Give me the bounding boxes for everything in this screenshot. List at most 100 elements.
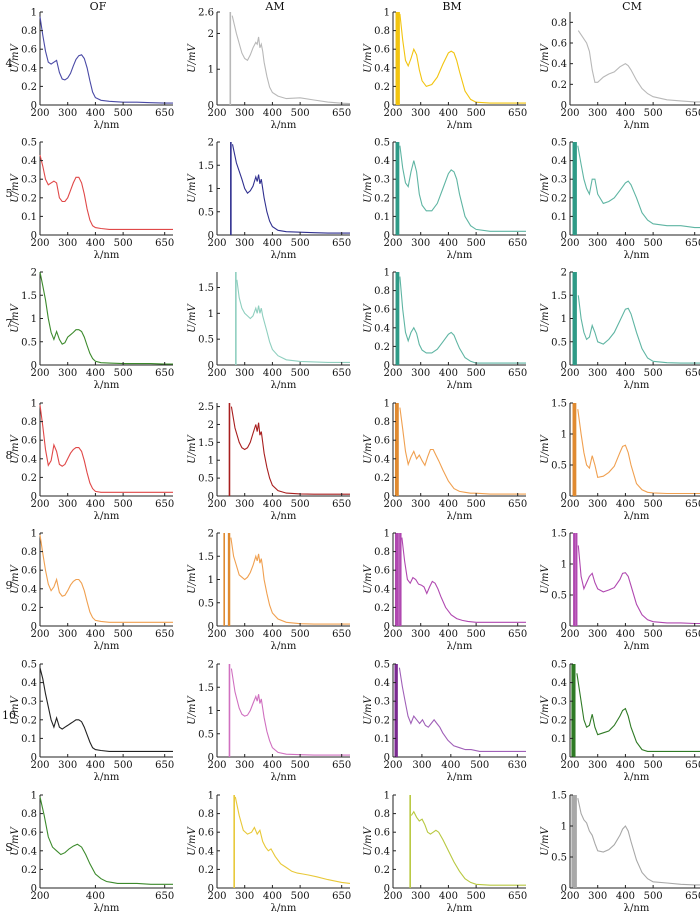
x-tick-label: 300 — [411, 108, 430, 119]
y-tick-label: 0.3 — [21, 697, 37, 708]
spectrum-line — [39, 271, 173, 365]
y-tick-label: 0.4 — [374, 846, 390, 857]
x-tick-label: 200 — [30, 108, 49, 119]
x-tick-label: 500 — [644, 891, 663, 902]
spectrum-line — [399, 407, 526, 495]
y-tick-label: 0.4 — [374, 454, 390, 465]
x-axis-label: λ/nm — [271, 380, 297, 391]
x-tick-label: 300 — [58, 368, 77, 379]
y-axis-label: U/mV — [540, 172, 551, 202]
row-label-5: 5 — [6, 187, 13, 200]
x-tick-label: 300 — [588, 499, 607, 510]
y-tick-label: 0 — [561, 101, 567, 112]
y-tick-label: 0.5 — [21, 138, 37, 149]
x-tick-label: 300 — [411, 629, 430, 640]
panel-5-of: 200 300 400 500 650 0 0.1 0.2 0.3 0.4 0.5 U/mV λ/nm — [10, 138, 174, 262]
y-tick-label: 0.8 — [374, 417, 390, 428]
x-tick-label: 650 — [508, 629, 527, 640]
x-axis-label: λ/nm — [624, 903, 650, 913]
panel-9-cm: 200 300 400 500 650 0 0.5 1 1.5 U/mV λ/nm — [540, 529, 700, 652]
panel-7-am: 200 300 400 500 650 0 0.5 1 1.5U/mV λ/nm — [187, 272, 351, 391]
x-tick-label: 300 — [58, 238, 77, 249]
x-tick-label: 300 — [58, 499, 77, 510]
x-tick-label: 650 — [155, 108, 174, 119]
x-tick-label: 650 — [685, 499, 700, 510]
y-tick-label: 1 — [208, 456, 214, 467]
y-tick-label: 1 — [561, 430, 567, 441]
panel-9-bm: 200 300 400 500 650 0 0.2 0.4 0.6 0.8 1 U/mV λ/nm — [363, 529, 527, 653]
x-tick-label: 650 — [155, 760, 174, 771]
y-tick-label: 0.2 — [374, 865, 390, 876]
y-tick-label: 0.4 — [21, 454, 37, 465]
x-tick-label: 500 — [114, 760, 133, 771]
y-tick-label: 0.6 — [374, 566, 390, 577]
x-tick-label: 300 — [588, 368, 607, 379]
x-tick-label: 500 — [467, 108, 486, 119]
x-tick-label: 400 — [439, 891, 458, 902]
panel-5-bm: 200 300 400 500 650 0 0.1 0.2 0.3 0.4 0.5 U/mV λ/nm — [363, 138, 527, 262]
x-tick-label: 300 — [588, 760, 607, 771]
y-tick-label: 0.3 — [374, 175, 390, 186]
x-tick-label: 500 — [291, 108, 310, 119]
y-tick-label: 0 — [561, 231, 567, 242]
y-tick-label: 2 — [208, 29, 214, 40]
panel-10-bm: 200 300 400 500 630 0 0.1 0.2 0.3 0.4 0.5 U/mV λ/nm — [363, 660, 527, 784]
x-tick-label: 650 — [685, 629, 700, 640]
panel-s-bm: 200 300 400 500 650 0 0.2 0.4 0.6 0.8 1 U/mV λ/nm — [363, 791, 527, 913]
x-tick-label: 500 — [291, 629, 310, 640]
y-tick-label: 0.3 — [21, 175, 37, 186]
y-tick-label: 2 — [208, 529, 214, 540]
x-axis-label: λ/nm — [447, 511, 473, 522]
y-tick-label: 1.5 — [198, 438, 214, 449]
x-tick-label: 650 — [685, 368, 700, 379]
x-axis-label: λ/nm — [271, 772, 297, 783]
x-tick-label: 200 — [207, 108, 226, 119]
x-tick-label: 200 — [383, 368, 402, 379]
spectrum-line — [399, 13, 526, 104]
y-axis-label: U/mV — [10, 42, 21, 72]
spectrum-line — [230, 537, 350, 625]
y-tick-label: 0 — [208, 753, 214, 764]
y-tick-label: 2 — [31, 268, 37, 279]
spectrum-line — [577, 545, 700, 625]
panel-8-bm: 200 300 400 500 650 0 0.2 0.4 0.6 0.8 1 U/mV λ/nm — [363, 399, 527, 523]
y-tick-label: 0.1 — [374, 734, 390, 745]
column-header-of: OF — [90, 0, 107, 13]
panel-8-cm: 200 300 400 500 650 0 0.5 1 1.5 U/mV λ/nm — [540, 399, 700, 522]
y-tick-label: 0.4 — [21, 156, 37, 167]
y-tick-label: 0 — [31, 361, 37, 372]
x-tick-label: 200 — [560, 760, 579, 771]
x-tick-label: 200 — [30, 760, 49, 771]
y-tick-label: 1.5 — [551, 529, 567, 540]
spectrum-line — [399, 145, 526, 232]
x-axis-label: λ/nm — [94, 903, 120, 913]
row-label-9: 9 — [6, 579, 13, 592]
y-tick-label: 0.2 — [374, 193, 390, 204]
x-tick-label: 500 — [114, 108, 133, 119]
y-tick-label: 0.4 — [374, 678, 390, 689]
x-tick-label: 400 — [616, 368, 635, 379]
spectrum-line — [401, 537, 526, 623]
y-tick-label: 1.5 — [198, 552, 214, 563]
x-tick-label: 500 — [291, 891, 310, 902]
panel-8-am: 200 300 400 500 650 0 0.5 1 1.5 2 2.5 U/mV λ/nm — [187, 402, 351, 522]
x-tick-label: 300 — [411, 368, 430, 379]
x-tick-label: 200 — [207, 238, 226, 249]
spectrum-line — [236, 279, 350, 363]
spectrum-line — [577, 797, 700, 886]
x-axis-label: λ/nm — [94, 380, 120, 391]
x-tick-label: 200 — [383, 760, 402, 771]
y-tick-label: 0.2 — [551, 80, 567, 91]
y-tick-label: 0.5 — [21, 660, 37, 671]
x-axis-label: λ/nm — [94, 120, 120, 131]
x-tick-label: 200 — [207, 368, 226, 379]
y-tick-label: 0.2 — [21, 82, 37, 93]
spectrum-line — [39, 404, 173, 493]
spectrum-line — [230, 406, 350, 495]
x-tick-label: 300 — [235, 108, 254, 119]
x-tick-label: 300 — [235, 499, 254, 510]
x-tick-label: 650 — [508, 238, 527, 249]
y-tick-label: 0.2 — [21, 865, 37, 876]
x-tick-label: 650 — [155, 629, 174, 640]
y-tick-label: 0 — [384, 884, 390, 895]
